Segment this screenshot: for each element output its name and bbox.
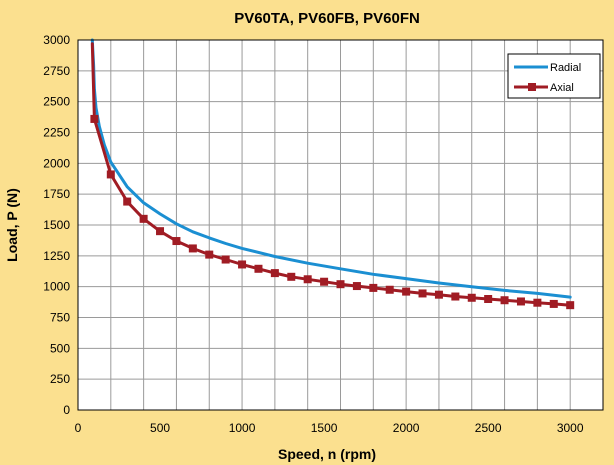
- y-tick-label: 2750: [43, 64, 70, 78]
- axial-point: [516, 297, 525, 306]
- x-tick-label: 500: [150, 421, 170, 435]
- axial-point: [156, 227, 165, 236]
- axial-point: [139, 214, 148, 223]
- y-tick-label: 1750: [43, 187, 70, 201]
- y-axis-title: Load, P (N): [4, 188, 20, 262]
- y-tick-label: 2250: [43, 126, 70, 140]
- axial-point: [352, 282, 361, 291]
- y-tick-label: 500: [50, 341, 70, 355]
- axial-point: [467, 293, 476, 302]
- axial-point: [566, 301, 575, 310]
- y-tick-label: 3000: [43, 33, 70, 47]
- x-axis-title: Speed, n (rpm): [278, 446, 376, 462]
- axial-point: [254, 264, 263, 273]
- legend: Radial Axial: [507, 53, 601, 99]
- axial-point: [221, 255, 230, 264]
- axial-point: [434, 290, 443, 299]
- legend-box: [507, 53, 601, 99]
- axial-point: [385, 285, 394, 294]
- axial-point: [336, 280, 345, 289]
- axial-point: [270, 269, 279, 278]
- y-tick-label: 250: [50, 372, 70, 386]
- axial-point: [205, 250, 214, 259]
- x-tick-label: 1000: [229, 421, 256, 435]
- legend-radial-label: Radial: [550, 62, 581, 74]
- axial-point: [484, 295, 493, 303]
- axial-point: [418, 289, 427, 298]
- axial-point: [451, 292, 460, 301]
- axial-point: [106, 170, 115, 179]
- y-tick-label: 2500: [43, 95, 70, 109]
- legend-axial-label: Axial: [550, 82, 574, 94]
- y-tick-label: 2000: [43, 156, 70, 170]
- axial-point: [188, 244, 197, 253]
- x-tick-label: 2500: [475, 421, 502, 435]
- axial-point: [303, 275, 312, 284]
- x-tick-label: 2000: [393, 421, 420, 435]
- plot-frame: [77, 39, 604, 411]
- axial-point: [549, 299, 558, 308]
- series-line-radial: [90, 38, 572, 299]
- axial-point: [402, 287, 411, 296]
- axial-point: [287, 272, 296, 281]
- y-tick-label: 1000: [43, 280, 70, 294]
- axial-point: [123, 197, 132, 206]
- axial-point: [500, 296, 509, 305]
- y-tick-label: 1500: [43, 218, 70, 232]
- x-tick-label: 3000: [557, 421, 584, 435]
- axial-point: [172, 237, 181, 246]
- axial-point: [369, 283, 378, 292]
- x-tick-label: 1500: [311, 421, 338, 435]
- axial-point: [533, 298, 542, 307]
- y-tick-label: 0: [63, 403, 70, 417]
- x-tick-label: 0: [75, 421, 82, 435]
- axial-point: [238, 260, 247, 269]
- legend-axial-marker: [528, 83, 536, 91]
- series-layer: [90, 38, 575, 310]
- axial-point: [90, 114, 99, 123]
- y-tick-label: 750: [50, 311, 70, 325]
- y-tick-label: 1250: [43, 249, 70, 263]
- chart-title: PV60TA, PV60FB, PV60FN: [234, 10, 420, 27]
- axial-point: [320, 277, 329, 286]
- tick-labels: 0 500 1000 1500 2000 2500 3000 0 250 500 750 1000 12…: [43, 33, 584, 435]
